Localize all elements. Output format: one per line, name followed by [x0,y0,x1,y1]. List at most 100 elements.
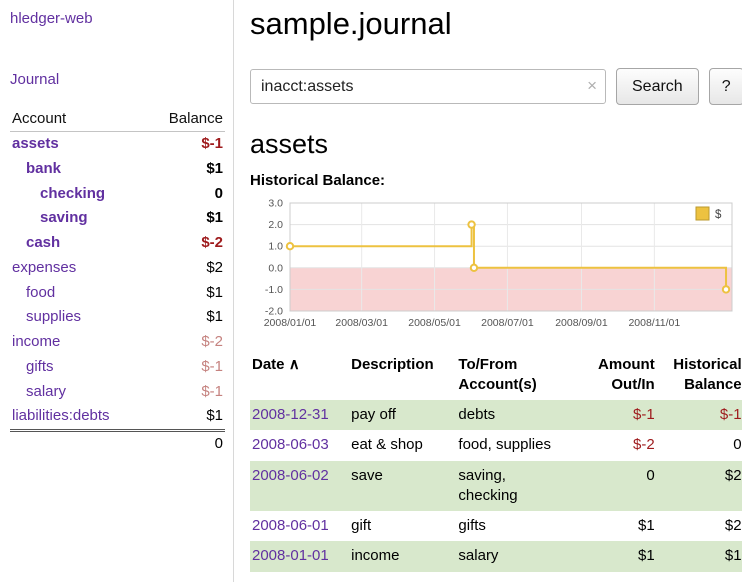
transaction-date-cell: 2008-06-02 [250,461,349,512]
account-name-cell: cash [10,231,147,256]
svg-text:0.0: 0.0 [268,262,283,274]
search-bar: × Search ? [250,68,742,105]
accounts-table: Account Balance assets $-1 bank $1 checking 0… [10,108,225,457]
transaction-accounts: food, supplies [458,436,551,454]
register-row[interactable]: 2008-01-01 income salary $1 $1 [250,541,742,572]
register-row[interactable]: 2008-06-03 eat & shop food, supplies $-2 0 [250,430,742,460]
app-title-link[interactable]: hledger-web [10,10,93,27]
svg-text:2008/05/01: 2008/05/01 [408,317,461,329]
transaction-balance: $2 [724,466,742,484]
account-link[interactable]: checking [40,184,106,202]
chart-legend: $ [691,204,731,224]
journal-nav-link[interactable]: Journal [10,71,60,88]
svg-text:2008/03/01: 2008/03/01 [335,317,388,329]
sort-ascending-icon[interactable]: ∧ [288,356,300,373]
account-link[interactable]: food [26,283,56,301]
transaction-description: gift [351,517,372,534]
account-name-cell: salary [10,380,147,405]
historical-balance-chart[interactable]: 3.0 2.0 1.0 0.0 -1.0 -2.0 2008/01/01 2008/03/01… [250,195,742,339]
svg-text:-1.0: -1.0 [265,284,283,296]
transaction-amount: $1 [638,517,655,534]
transaction-date-cell: 2008-06-01 [250,511,349,541]
account-name-cell: bank [10,157,147,182]
help-button[interactable]: ? [708,68,742,105]
accounts-header-account: Account [10,108,147,132]
account-name-cell: checking [10,182,147,207]
account-balance: $-1 [201,382,223,400]
transaction-balance: $1 [724,547,742,565]
svg-text:2008/11/01: 2008/11/01 [628,317,680,329]
svg-text:3.0: 3.0 [268,198,283,210]
account-row: salary $-1 [10,380,225,405]
account-row: income $-2 [10,330,225,355]
accounts-header-balance: Balance [146,108,225,132]
transaction-balance: $-1 [719,406,742,423]
account-link[interactable]: bank [26,159,62,177]
register-header-amount: Amount Out/In [598,356,655,393]
account-row: supplies $1 [10,305,225,330]
account-name-cell: food [10,281,147,306]
account-row: expenses $2 [10,256,225,281]
account-row: checking 0 [10,182,225,207]
register-header-row: Date ∧ Description To/From Account(s) Am… [250,353,742,400]
search-input[interactable] [250,69,606,104]
accounts-total-spacer [10,428,147,457]
chart-title: Historical Balance: [250,172,386,189]
account-balance: $1 [206,209,223,227]
transaction-date-link[interactable]: 2008-01-01 [252,547,329,565]
account-row: gifts $-1 [10,355,225,380]
register-row[interactable]: 2008-06-02 save saving, checking 0 $2 [250,460,742,512]
transaction-date-link[interactable]: 2008-06-01 [252,517,329,534]
page-title: sample.journal [250,6,452,41]
search-box: × [250,69,606,104]
chart-point-marker [721,285,731,294]
transaction-amount: $-2 [633,436,655,454]
svg-text:1.0: 1.0 [268,241,283,253]
chart-point-marker [285,242,295,251]
account-link[interactable]: expenses [12,258,77,276]
accounts-total-row: 0 [10,428,225,457]
account-link[interactable]: gifts [26,357,54,375]
search-button[interactable]: Search [616,68,699,105]
transaction-amount: $1 [638,547,655,565]
account-balance: $1 [206,283,223,301]
transaction-amount: $-1 [633,406,655,423]
account-name-cell: expenses [10,256,147,281]
clear-search-icon[interactable]: × [587,76,597,95]
account-name-cell: income [10,330,147,355]
account-link[interactable]: salary [26,382,67,400]
account-balance: $-1 [201,135,223,152]
account-balance: $2 [206,258,223,276]
transaction-date-link[interactable]: 2008-06-03 [252,436,329,454]
account-link[interactable]: assets [12,135,59,152]
account-row: assets $-1 [10,132,225,157]
account-name-cell: liabilities:debts [10,404,147,430]
account-link[interactable]: saving [40,209,88,227]
transaction-date-cell: 2008-06-03 [250,430,349,460]
account-link[interactable]: liabilities:debts [12,407,110,425]
register-row[interactable]: 2008-06-01 gift gifts $1 $2 [250,511,742,541]
account-balance: $1 [206,308,223,326]
accounts-total: 0 [146,428,225,457]
account-link[interactable]: cash [26,234,61,251]
register-row[interactable]: 2008-12-31 pay off debts $-1 $-1 [250,400,742,431]
account-link[interactable]: supplies [26,308,82,326]
app-title: hledger-web [10,10,225,27]
account-name-cell: assets [10,132,147,157]
transaction-date-link[interactable]: 2008-06-02 [252,466,329,484]
transaction-amount: 0 [646,466,655,484]
account-name-cell: saving [10,206,147,231]
svg-text:2.0: 2.0 [268,219,283,231]
register-header-date[interactable]: Date [252,356,285,373]
svg-text:2008/09/01: 2008/09/01 [555,317,608,329]
legend-swatch [695,206,710,221]
account-balance: $-2 [201,333,223,350]
transaction-balance: $2 [724,517,742,534]
journal-nav: Journal [10,71,225,88]
account-link[interactable]: income [12,333,61,350]
account-row: food $1 [10,281,225,306]
transaction-date-cell: 2008-12-31 [250,400,349,430]
account-row: liabilities:debts $1 [10,404,225,430]
svg-text:2008/07/01: 2008/07/01 [481,317,534,329]
transaction-date-link[interactable]: 2008-12-31 [252,406,329,423]
